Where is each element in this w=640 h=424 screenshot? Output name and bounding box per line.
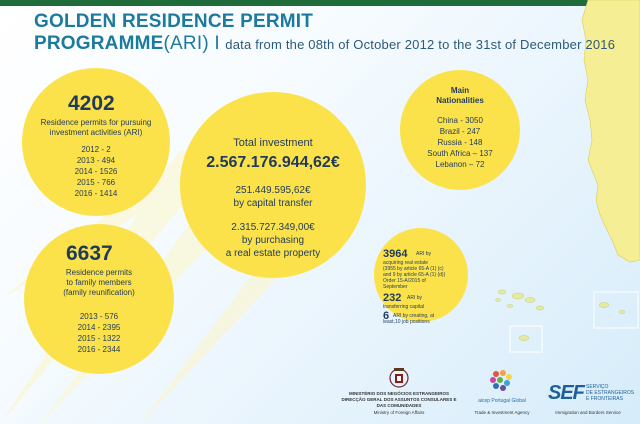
total-investment-circle [180,92,366,278]
family-year-2016: 2016 - 2344 [77,345,121,354]
investment-year-2015: 2015 - 766 [76,178,116,187]
investment-year-2016: 2016 - 1414 [74,189,118,198]
nationality-china: China - 3050 [437,116,483,125]
family-permits-label-3: (family reunification) [63,288,135,297]
sef-caption: Immigration and Borders Service [555,410,621,415]
sef-line-1: SERVIÇO [586,384,609,390]
family-permits-label-1: Residence permits [65,268,133,277]
family-permits-label-2: to family members [66,278,132,287]
capital-number: 232 [383,292,402,304]
sef-line-2: DE ESTRANGEIROS [586,390,635,396]
family-year-2015: 2015 - 1322 [77,334,121,343]
ministry-line-1: MINISTÉRIO DOS NEGÓCIOS ESTRANGEIROS [348,391,449,396]
capital-transfer-amount: 251.449.595,62€ [235,185,311,196]
nationalities-title-2: Nationalities [436,96,484,105]
real-estate-line-6: September [383,284,408,290]
family-year-2014: 2014 - 2395 [77,323,121,332]
real-estate-line-4: and 9 by article 65-A (1) (d)) [383,272,446,278]
ari-breakdown-circle [374,228,468,322]
portuguese-coat-of-arms-icon [389,368,409,388]
nationality-russia: Russia - 148 [437,138,483,147]
investment-year-2014: 2014 - 1526 [74,167,118,176]
property-label-1: by purchasing [241,235,305,246]
family-year-2013: 2013 - 576 [79,312,119,321]
title-ari: (ARI) [163,33,209,54]
real-estate-number: 3964 [383,248,408,260]
nationality-lebanon: Lebanon – 72 [435,160,485,169]
investment-year-2012: 2012 - 2 [81,145,111,154]
ministry-caption: Ministry of Foreign Affairs [373,410,425,415]
nationalities-circle [400,70,520,190]
nationalities-title-1: Main [450,86,470,95]
title-separator: I [208,33,226,54]
real-estate-line-3: (3955 by article 65-A (1) (c) [383,266,444,272]
ministry-line-2: DIRECÇÃO GERAL DOS ASSUNTOS CONSULARES E [341,397,457,402]
investment-permits-circle [22,68,170,216]
page-subtitle: PROGRAMME(ARI) I data from the 08th of O… [34,33,615,55]
investment-year-2013: 2013 - 494 [76,156,116,165]
total-investment-label: Total investment [233,137,313,149]
capital-text: ARI by [407,295,423,301]
investment-permits-number: 4202 [68,92,115,115]
capital-transfer-label: by capital transfer [233,198,313,209]
ministry-line-3: DAS COMUNIDADES [376,403,422,408]
family-permits-number: 6637 [66,242,113,265]
header-strip [0,0,640,6]
title-programme: PROGRAMME [34,33,164,54]
aicep-name: aicep Portugal Global [478,398,526,404]
page-title: GOLDEN RESIDENCE PERMIT [34,11,314,32]
real-estate-line-5: Order 15-A/2015 of [383,278,426,284]
aicep-caption: Trade & Investment Agency [474,410,530,415]
nationality-brazil: Brazil - 247 [439,127,481,136]
jobs-text: ARI by creating, at [393,313,435,319]
property-label-2: a real estate property [225,248,321,259]
investment-permits-label-2: investment activities (ARI) [49,128,143,137]
sef-line-3: E FRONTEIRAS [586,396,623,402]
family-permits-circle [24,224,174,374]
real-estate-line-2: acquiring real estate [383,260,429,266]
jobs-line-2: least,10 job positions [383,319,430,325]
jobs-number: 6 [383,310,390,322]
property-amount: 2.315.727.349,00€ [231,222,315,233]
aicep-logo-icon [490,370,512,391]
total-investment-amount: 2.567.176.944,62€ [206,154,340,171]
nationality-south-africa: South Africa – 137 [427,149,493,158]
title-date-range: data from the 08th of October 2012 to th… [225,37,616,52]
sef-logo: SEF [548,382,585,404]
investment-permits-label-1: Residence permits for pursuing [40,118,152,127]
capital-line-2: transferring capital [383,304,425,310]
real-estate-text: ARI by [416,251,432,257]
